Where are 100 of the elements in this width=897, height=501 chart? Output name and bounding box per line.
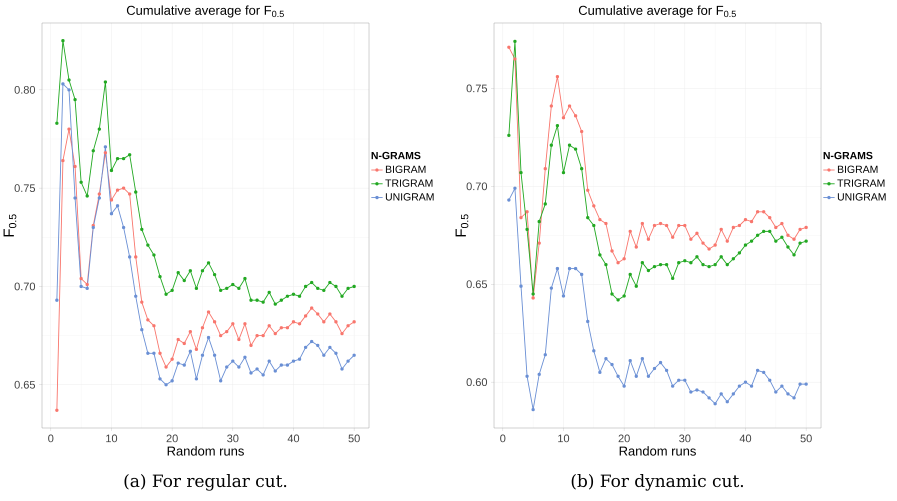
point [268, 290, 271, 294]
point [507, 46, 511, 49]
point [786, 234, 790, 237]
point [225, 330, 228, 334]
point [188, 269, 192, 272]
point [580, 130, 584, 134]
point [519, 170, 523, 174]
point [237, 338, 241, 342]
legend-label: UNIGRAM [386, 193, 434, 201]
point [652, 264, 656, 268]
point [574, 114, 578, 118]
point [780, 384, 784, 388]
point [182, 278, 186, 282]
point [634, 245, 638, 249]
point [310, 280, 314, 284]
point [280, 298, 283, 302]
point [713, 243, 717, 247]
point [513, 40, 517, 44]
point [128, 153, 132, 156]
point [322, 320, 326, 324]
point [298, 294, 302, 298]
point [592, 224, 596, 228]
point [152, 324, 156, 328]
point [780, 222, 784, 226]
point [671, 384, 674, 388]
point [79, 180, 83, 184]
point [255, 298, 259, 302]
point [73, 196, 77, 200]
point [538, 372, 541, 376]
point [604, 222, 608, 226]
point [128, 192, 132, 196]
point [695, 255, 699, 258]
x-tick-label: 10 [558, 434, 570, 442]
point [622, 257, 626, 260]
point [104, 151, 108, 154]
point [316, 344, 320, 348]
y-tick-label: 0.60 [466, 378, 488, 386]
point [61, 158, 65, 162]
point [592, 349, 596, 352]
point [79, 284, 83, 288]
point [212, 354, 216, 357]
point [261, 300, 265, 304]
point [519, 216, 523, 220]
point [322, 288, 326, 292]
point [249, 371, 253, 375]
point [519, 284, 523, 288]
point [134, 294, 138, 298]
point [750, 384, 754, 388]
point [292, 320, 296, 324]
point [152, 253, 156, 257]
point [707, 396, 711, 400]
point [677, 224, 680, 228]
point [677, 261, 680, 264]
point [677, 378, 680, 382]
point [200, 354, 204, 357]
point [116, 188, 120, 192]
point [304, 314, 308, 318]
point [219, 334, 222, 338]
point [586, 188, 590, 192]
point [622, 384, 626, 388]
point [304, 346, 308, 350]
point [762, 230, 766, 234]
point [274, 332, 277, 336]
point [689, 390, 693, 394]
point [110, 212, 114, 216]
point [122, 226, 126, 230]
point [280, 363, 283, 367]
point [646, 374, 650, 378]
point [92, 149, 95, 152]
chart-title: Cumulative average for F$_{0.5}$ [578, 5, 736, 18]
point [586, 320, 590, 324]
point [726, 400, 729, 404]
point [61, 82, 65, 86]
point [556, 266, 560, 270]
point [286, 326, 290, 330]
point [798, 228, 802, 232]
point [598, 253, 602, 257]
point [652, 366, 656, 370]
chart-title: Cumulative average for F$_{0.5}$ [126, 5, 284, 18]
point [176, 271, 180, 274]
point [231, 282, 234, 286]
x-tick-label: 50 [800, 434, 812, 442]
point [340, 332, 344, 336]
point [695, 388, 699, 392]
x-tick-label: 30 [679, 434, 690, 442]
point [671, 236, 674, 239]
point [86, 282, 89, 286]
point [792, 238, 796, 241]
point [592, 204, 596, 208]
legend-label: TRIGRAM [837, 179, 884, 187]
point [525, 374, 529, 378]
point [683, 259, 686, 262]
point [328, 312, 332, 316]
point [231, 322, 234, 326]
y-axis-title: F$_{0.5}$ [456, 214, 468, 236]
point [513, 57, 517, 61]
point [243, 322, 247, 326]
text: (a) For regular cut. [124, 474, 286, 491]
point [726, 240, 729, 243]
point [128, 255, 132, 259]
